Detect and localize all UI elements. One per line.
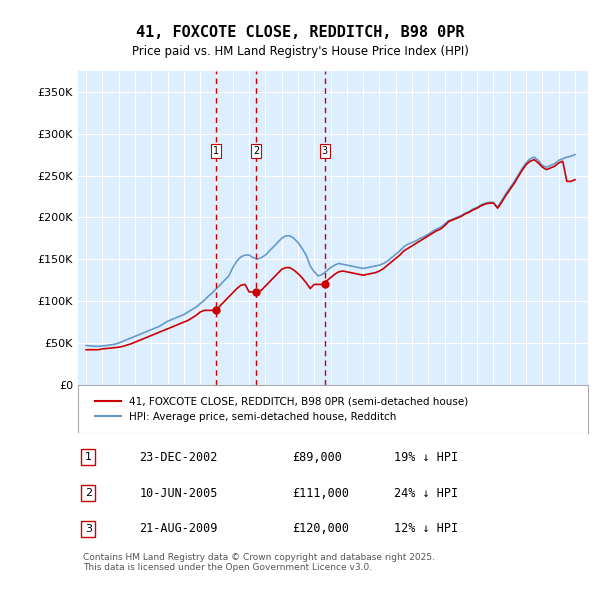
Legend: 41, FOXCOTE CLOSE, REDDITCH, B98 0PR (semi-detached house), HPI: Average price, : 41, FOXCOTE CLOSE, REDDITCH, B98 0PR (se… [88,390,475,428]
Text: 10-JUN-2005: 10-JUN-2005 [139,487,218,500]
Text: £120,000: £120,000 [292,522,349,535]
Text: £111,000: £111,000 [292,487,349,500]
Text: 23-DEC-2002: 23-DEC-2002 [139,451,218,464]
Text: 3: 3 [85,524,92,534]
Text: £89,000: £89,000 [292,451,342,464]
Text: 1: 1 [85,452,92,462]
Text: 2: 2 [85,488,92,498]
Text: 12% ↓ HPI: 12% ↓ HPI [394,522,458,535]
Text: 2: 2 [253,146,259,156]
Text: 41, FOXCOTE CLOSE, REDDITCH, B98 0PR: 41, FOXCOTE CLOSE, REDDITCH, B98 0PR [136,25,464,40]
Text: 1: 1 [213,146,219,156]
Text: 24% ↓ HPI: 24% ↓ HPI [394,487,458,500]
Text: 21-AUG-2009: 21-AUG-2009 [139,522,218,535]
Text: Price paid vs. HM Land Registry's House Price Index (HPI): Price paid vs. HM Land Registry's House … [131,45,469,58]
Text: 19% ↓ HPI: 19% ↓ HPI [394,451,458,464]
Text: 3: 3 [322,146,328,156]
Text: Contains HM Land Registry data © Crown copyright and database right 2025.
This d: Contains HM Land Registry data © Crown c… [83,553,435,572]
